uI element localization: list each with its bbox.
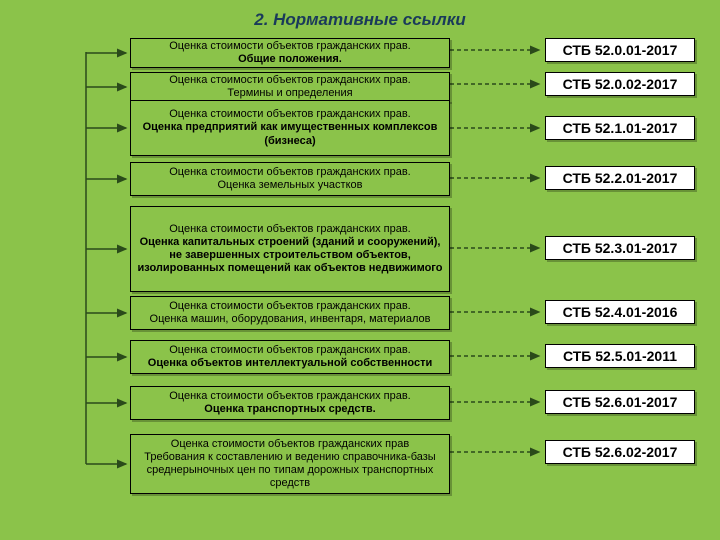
standard-code: СТБ 52.0.01-2017 (545, 38, 695, 62)
standard-code: СТБ 52.2.01-2017 (545, 166, 695, 190)
desc-box: Оценка стоимости объектов гражданских пр… (130, 340, 450, 374)
desc-box: Оценка стоимости объектов гражданских пр… (130, 206, 450, 292)
standard-code: СТБ 52.4.01-2016 (545, 300, 695, 324)
desc-box: Оценка стоимости объектов гражданских пр… (130, 434, 450, 494)
standard-code: СТБ 52.3.01-2017 (545, 236, 695, 260)
desc-box: Оценка стоимости объектов гражданских пр… (130, 386, 450, 420)
desc-box: Оценка стоимости объектов гражданских пр… (130, 100, 450, 156)
desc-box: Оценка стоимости объектов гражданских пр… (130, 162, 450, 196)
section-title: 2. Нормативные ссылки (0, 10, 720, 30)
standard-code: СТБ 52.5.01-2011 (545, 344, 695, 368)
desc-box: Оценка стоимости объектов гражданских пр… (130, 72, 450, 102)
standard-code: СТБ 52.1.01-2017 (545, 116, 695, 140)
standard-code: СТБ 52.6.02-2017 (545, 440, 695, 464)
standard-code: СТБ 52.6.01-2017 (545, 390, 695, 414)
desc-box: Оценка стоимости объектов гражданских пр… (130, 296, 450, 330)
desc-box: Оценка стоимости объектов гражданских пр… (130, 38, 450, 68)
standard-code: СТБ 52.0.02-2017 (545, 72, 695, 96)
